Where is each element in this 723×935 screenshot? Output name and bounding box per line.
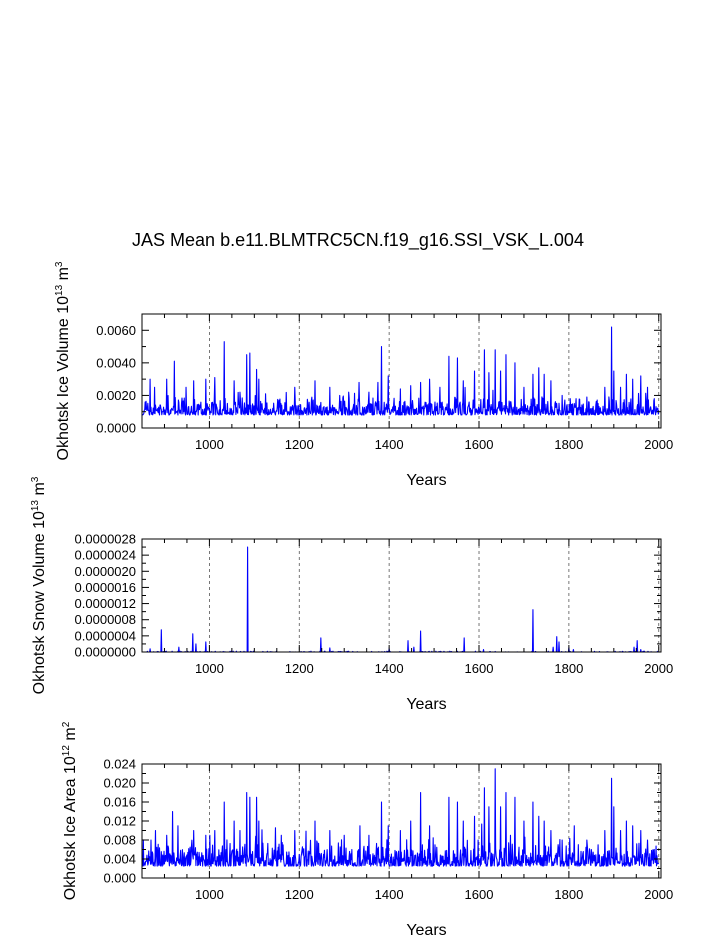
plot-frame	[141, 538, 662, 653]
series-line	[141, 546, 659, 653]
y-tick-label: 0.012	[103, 814, 136, 829]
y-tick-label: 0.008	[103, 833, 136, 848]
y-axis-label-part: 3	[54, 261, 65, 267]
y-axis-label-part: Okhotsk Ice Area 10	[62, 756, 79, 900]
y-axis-label-part: 13	[30, 500, 41, 512]
y-tick-label: 0.0000000	[75, 645, 136, 660]
x-tick-label: 1000	[195, 661, 224, 676]
y-tick-label: 0.0040	[96, 355, 136, 370]
y-axis-label: Okhotsk Ice Volume 1013 m3	[54, 261, 72, 460]
y-tick-label: 0.0000004	[75, 628, 136, 643]
x-tick-label: 1800	[554, 887, 583, 902]
x-tick-label: 1800	[554, 437, 583, 452]
y-tick-label: 0.0000	[96, 421, 136, 436]
x-tick-label: 2000	[644, 661, 673, 676]
y-axis-label-part: m	[31, 482, 48, 500]
x-tick-label: 1600	[465, 661, 494, 676]
x-tick-label: 2000	[644, 887, 673, 902]
x-tick-label: 1000	[195, 437, 224, 452]
y-axis-label-part: 3	[30, 476, 41, 482]
chart-panel-2: 1000 1200 1400 1600 1800 2000 0.0000000 0.00000…	[30, 476, 673, 713]
y-axis-label-part: 13	[54, 284, 65, 296]
x-tick-label: 1200	[285, 437, 314, 452]
series-line	[141, 768, 660, 867]
y-tick-label: 0.0060	[96, 323, 136, 338]
x-tick-label: 1000	[195, 887, 224, 902]
y-axis-label: Okhotsk Snow Volume 1013 m3	[30, 476, 48, 694]
x-tick-label: 1600	[465, 437, 494, 452]
y-tick-label: 0.0020	[96, 388, 136, 403]
y-axis-label-part: Okhotsk Ice Volume 10	[55, 296, 72, 461]
x-tick-label: 1800	[554, 661, 583, 676]
y-tick-label: 0.024	[103, 757, 136, 772]
x-tick-label: 2000	[644, 437, 673, 452]
y-tick-label: 0.000	[103, 871, 136, 886]
chart-panel-1: 1000 1200 1400 1600 1800 2000 0.0000 0.0020 0.00…	[54, 261, 673, 489]
chart-title: JAS Mean b.e11.BLMTRC5CN.f19_g16.SSI_VSK…	[132, 230, 584, 251]
x-tick-label: 1400	[375, 437, 404, 452]
y-axis-label-part: m	[62, 727, 79, 745]
y-tick-label: 0.0000012	[75, 596, 136, 611]
x-tick-label: 1400	[375, 887, 404, 902]
chart-panel-3: 1000 1200 1400 1600 1800 2000 0.000 0.004 0.008 0…	[61, 721, 673, 935]
x-axis-label: Years	[406, 472, 446, 489]
y-axis-label: Okhotsk Ice Area 1012 m2	[61, 721, 79, 900]
x-axis-label: Years	[406, 922, 446, 935]
y-axis-label-part: Okhotsk Snow Volume 10	[31, 511, 48, 694]
x-tick-label: 1200	[285, 887, 314, 902]
y-tick-label: 0.020	[103, 776, 136, 791]
y-axis-label-part: m	[55, 267, 72, 285]
y-tick-label: 0.0000024	[75, 548, 136, 563]
plot-frame	[141, 313, 662, 429]
y-tick-label: 0.0000028	[75, 532, 136, 547]
y-tick-label: 0.004	[103, 852, 136, 867]
y-tick-label: 0.0000008	[75, 612, 136, 627]
y-axis-label-part: 12	[61, 745, 72, 757]
x-axis-label: Years	[406, 696, 446, 713]
y-tick-label: 0.016	[103, 795, 136, 810]
y-tick-label: 0.0000016	[75, 580, 136, 595]
x-tick-label: 1400	[375, 661, 404, 676]
series-line	[141, 326, 660, 416]
x-tick-label: 1600	[465, 887, 494, 902]
y-axis-label-part: 2	[61, 721, 72, 727]
x-tick-label: 1200	[285, 661, 314, 676]
y-tick-label: 0.0000020	[75, 564, 136, 579]
